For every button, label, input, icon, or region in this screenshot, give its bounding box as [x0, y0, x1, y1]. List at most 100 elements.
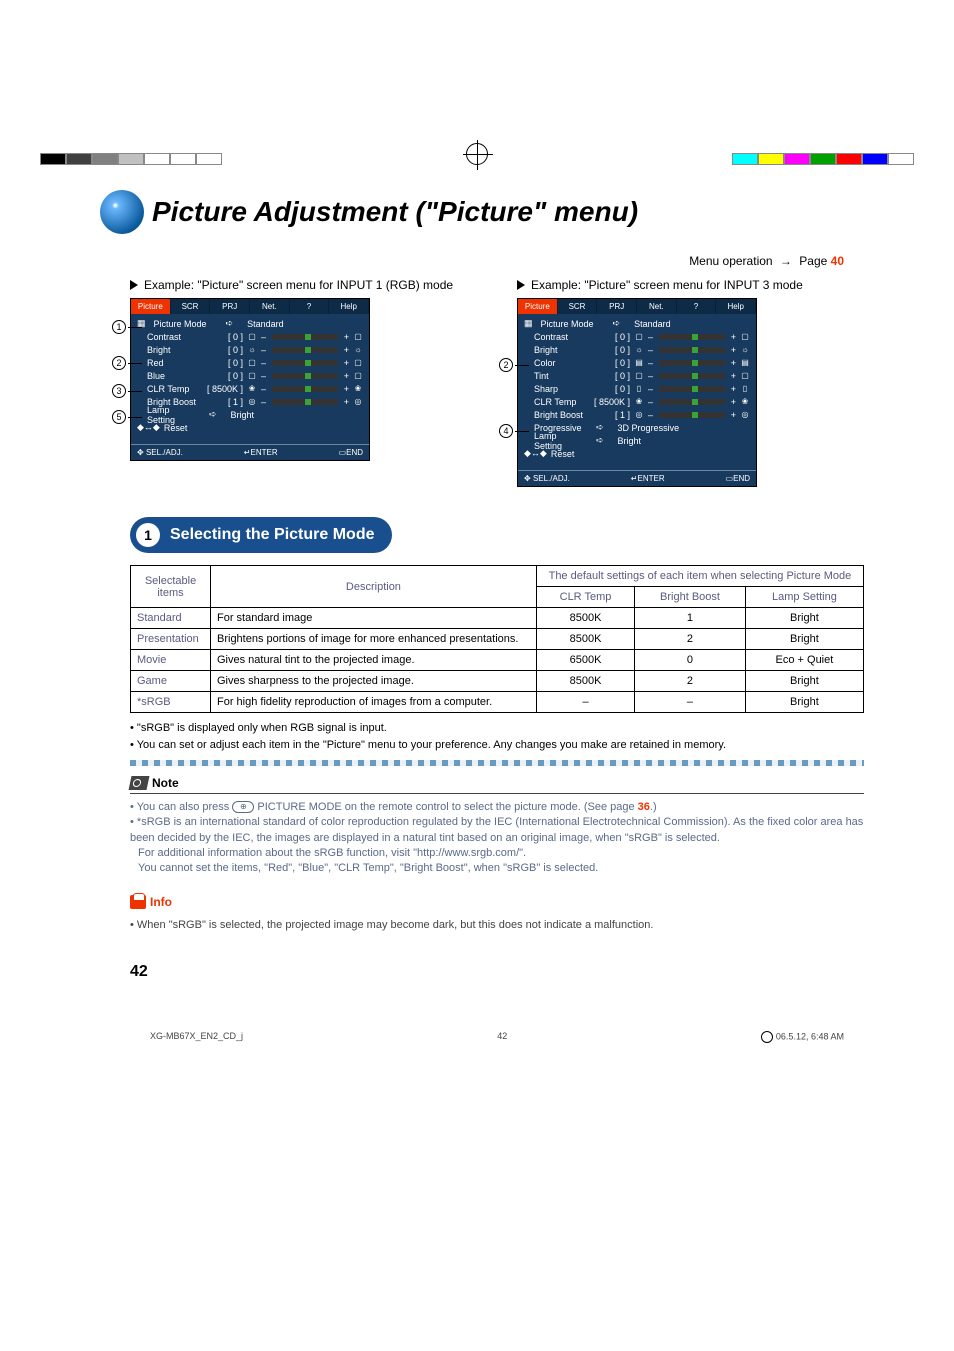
osd-tab-prj[interactable]: PRJ	[597, 299, 637, 314]
slider[interactable]	[659, 386, 725, 392]
minus-icon[interactable]: ❀	[634, 397, 644, 407]
slider[interactable]	[659, 412, 725, 418]
arrow-right-icon: ➪	[596, 435, 604, 446]
plus-icon[interactable]: ◎	[740, 410, 750, 420]
plus-icon[interactable]: ▤	[740, 358, 750, 368]
callout-5: 5	[112, 410, 142, 424]
slider[interactable]	[272, 386, 338, 392]
slider[interactable]	[659, 334, 725, 340]
plus-icon[interactable]: ❀	[740, 397, 750, 407]
minus-icon[interactable]: ☼	[247, 345, 257, 355]
bullet-text: • You can set or adjust each item in the…	[130, 738, 864, 753]
menu-operation-ref: Menu operation → Page 40	[130, 254, 844, 268]
slider[interactable]	[272, 347, 338, 353]
minus-icon[interactable]: ❀	[247, 384, 257, 394]
joystick-icon: ✥	[137, 448, 144, 457]
osd-row[interactable]: Blue[ 0 ]▢–+▢	[137, 369, 363, 382]
note-line: • You can also press ⊕ PICTURE MODE on t…	[130, 800, 864, 815]
osd-row[interactable]: Color[ 0 ]▤–+▤	[524, 356, 750, 369]
triangle-right-icon	[517, 280, 525, 290]
reset-arrows-icon: ◆↔◆	[524, 448, 547, 459]
plus-icon[interactable]: ☼	[740, 345, 750, 355]
minus-icon[interactable]: ▢	[634, 332, 644, 342]
plus-icon[interactable]: ▯	[740, 384, 750, 394]
section-title: Selecting the Picture Mode	[170, 526, 374, 544]
osd-tab-prj[interactable]: PRJ	[210, 299, 250, 314]
osd-row[interactable]: CLR Temp[ 8500K ]❀–+❀	[137, 382, 363, 395]
osd-tab-scr[interactable]: SCR	[171, 299, 211, 314]
minus-icon[interactable]: ▤	[634, 358, 644, 368]
footer-right: 06.5.12, 6:48 AM	[776, 1032, 844, 1042]
page-number: 42	[130, 963, 864, 981]
footer-center: 42	[497, 1031, 507, 1043]
th-lamp: Lamp Setting	[745, 587, 863, 608]
minus-icon[interactable]: ◎	[634, 410, 644, 420]
osd-row-reset[interactable]: ◆↔◆Reset	[524, 447, 750, 460]
osd-row[interactable]: Bright Boost[ 1 ]◎–+◎	[524, 408, 750, 421]
osd-tab-picture[interactable]: Picture	[131, 299, 171, 314]
osd-row[interactable]: Lamp Setting➪Bright	[137, 408, 363, 421]
plus-icon[interactable]: ▢	[740, 371, 750, 381]
osd-tab-help-icon[interactable]: ?	[677, 299, 717, 314]
table-row: *sRGB For high fidelity reproduction of …	[131, 692, 864, 713]
color-bar-right	[732, 153, 914, 165]
slider[interactable]	[272, 399, 338, 405]
info-label: Info	[150, 895, 172, 909]
plus-icon[interactable]: ▢	[353, 371, 363, 381]
osd-tab-net[interactable]: Net.	[637, 299, 677, 314]
plus-icon[interactable]: ❀	[353, 384, 363, 394]
osd-row[interactable]: Lamp Setting➪Bright	[524, 434, 750, 447]
minus-icon[interactable]: ▢	[247, 371, 257, 381]
osd-row-reset[interactable]: ◆↔◆Reset	[137, 421, 363, 434]
example-right: Example: "Picture" screen menu for INPUT…	[517, 278, 864, 487]
osd-tab-help-icon[interactable]: ?	[290, 299, 330, 314]
minus-icon[interactable]: ▢	[247, 358, 257, 368]
minus-icon[interactable]: ▢	[247, 332, 257, 342]
slider[interactable]	[272, 373, 338, 379]
osd-row[interactable]: Sharp[ 0 ]▯–+▯	[524, 382, 750, 395]
th-items: Selectable items	[131, 566, 211, 608]
osd-row[interactable]: Contrast[ 0 ]▢–+▢	[524, 330, 750, 343]
osd-row[interactable]: ▦Picture Mode➪Standard	[137, 317, 363, 330]
picture-mode-icon: ▦	[524, 318, 533, 329]
osd-right-body: ▦Picture Mode➪Standard Contrast[ 0 ]▢–+▢…	[518, 314, 756, 466]
osd-row[interactable]: Bright[ 0 ]☼–+☼	[524, 343, 750, 356]
osd-tab-net[interactable]: Net.	[250, 299, 290, 314]
slider[interactable]	[659, 373, 725, 379]
slider[interactable]	[659, 399, 725, 405]
osd-tab-help[interactable]: Help	[716, 299, 756, 314]
section-num: 1	[136, 523, 160, 547]
arrow-right-icon: ➪	[209, 409, 217, 420]
slider[interactable]	[272, 334, 338, 340]
bullet-text: • "sRGB" is displayed only when RGB sign…	[130, 721, 864, 736]
osd-row[interactable]: Red[ 0 ]▢–+▢	[137, 356, 363, 369]
minus-icon[interactable]: ◎	[247, 397, 257, 407]
osd-tab-picture[interactable]: Picture	[518, 299, 558, 314]
osd-row[interactable]: ▦Picture Mode➪Standard	[524, 317, 750, 330]
callout-r4: 4	[499, 424, 529, 438]
osd-row[interactable]: Tint[ 0 ]▢–+▢	[524, 369, 750, 382]
osd-left-tabs: Picture SCR PRJ Net. ? Help	[131, 299, 369, 314]
plus-icon[interactable]: ▢	[740, 332, 750, 342]
info-text: • When "sRGB" is selected, the projected…	[130, 918, 864, 933]
osd-row[interactable]: Contrast[ 0 ]▢–+▢	[137, 330, 363, 343]
minus-icon[interactable]: ▢	[634, 371, 644, 381]
plus-icon[interactable]: ☼	[353, 345, 363, 355]
info-heading: Info	[130, 895, 172, 909]
slider[interactable]	[659, 360, 725, 366]
example-left-label-text: Example: "Picture" screen menu for INPUT…	[144, 278, 453, 292]
plus-icon[interactable]: ▢	[353, 332, 363, 342]
osd-tab-help[interactable]: Help	[329, 299, 369, 314]
osd-tab-scr[interactable]: SCR	[558, 299, 598, 314]
osd-row[interactable]: Bright[ 0 ]☼–+☼	[137, 343, 363, 356]
slider[interactable]	[659, 347, 725, 353]
osd-left-wrap: 1 2 3 5 Picture SCR PRJ Net. ? Help ▦Pic…	[130, 298, 477, 461]
slider[interactable]	[272, 360, 338, 366]
arrow-right-icon: ➪	[226, 318, 234, 329]
plus-icon[interactable]: ▢	[353, 358, 363, 368]
minus-icon[interactable]: ☼	[634, 345, 644, 355]
minus-icon[interactable]: ▯	[634, 384, 644, 394]
plus-icon[interactable]: ◎	[353, 397, 363, 407]
osd-row[interactable]: CLR Temp[ 8500K ]❀–+❀	[524, 395, 750, 408]
menu-op-page-label: Page	[799, 254, 827, 268]
